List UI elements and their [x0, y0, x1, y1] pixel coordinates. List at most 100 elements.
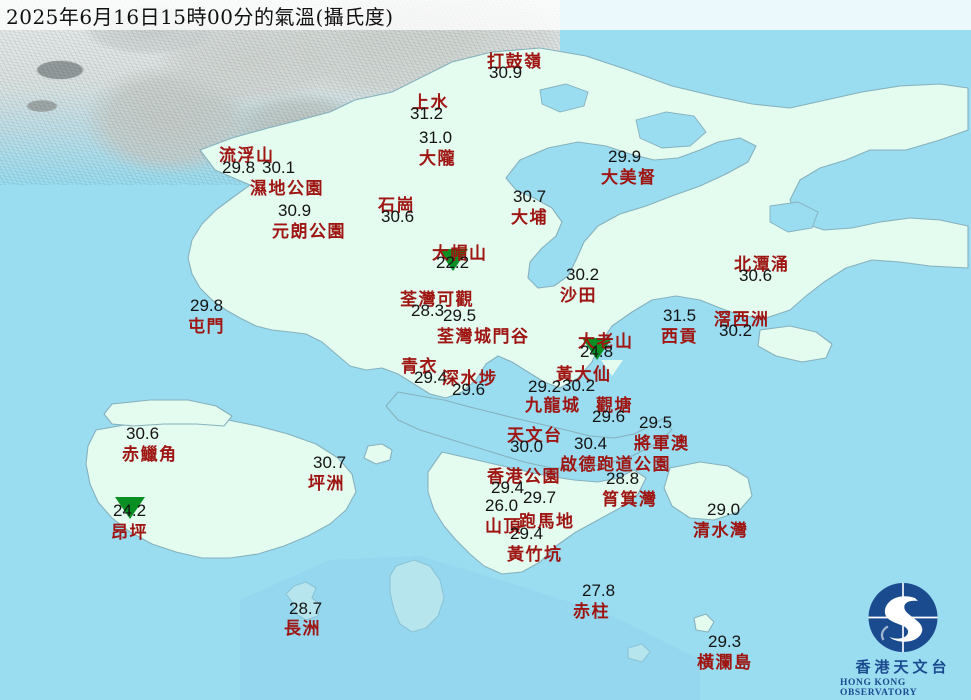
- station-name: 山頂: [485, 517, 522, 537]
- station-name: 黃竹坑: [507, 545, 563, 565]
- station-name: 石崗: [378, 196, 415, 216]
- station-temperature-value: 28.8: [606, 469, 640, 488]
- land-hong-kong-island: [427, 451, 647, 575]
- title-bar: 2025年6月16日15時00分的氣溫(攝氏度): [0, 0, 971, 30]
- observatory-emblem-icon: [868, 583, 938, 652]
- water-shading-south: [240, 556, 700, 700]
- station-name: 赤柱: [573, 602, 610, 622]
- station-temperature-value: 30.9: [489, 63, 523, 82]
- station-name: 上水: [412, 93, 449, 113]
- station-temperature-value: 29.8: [190, 296, 224, 315]
- station-name: 坪洲: [308, 474, 345, 494]
- hko-logo: 香港天文台 HONG KONG OBSERVATORY: [840, 580, 966, 698]
- station-name: 沙田: [560, 286, 597, 306]
- station-temperature-value: 30.1: [262, 158, 296, 177]
- station-name: 打鼓嶺: [487, 52, 543, 72]
- station-name: 昂坪: [111, 523, 148, 543]
- station-name: 滘西洲: [714, 310, 770, 330]
- station-min-marker-triangle: [438, 249, 479, 287]
- station-temperature-value: 27.8: [582, 581, 616, 600]
- station-temperature-value: 30.6: [126, 424, 160, 443]
- station-name: 屯門: [188, 317, 225, 337]
- station-temperature-value: 29.4: [491, 478, 525, 497]
- station-name: 九龍城: [525, 396, 581, 416]
- station-name: 荃灣可觀: [400, 290, 474, 310]
- station-temperature-value: 29.7: [523, 488, 557, 507]
- station-name: 西貢: [661, 327, 698, 347]
- station-temperature-value: 29.4: [414, 368, 448, 387]
- station-name: 北潭涌: [734, 255, 790, 275]
- station-temperature-value: 29.0: [707, 500, 741, 519]
- station-temperature-value: 30.7: [513, 187, 547, 206]
- station-temperature-value: 22.2: [436, 253, 470, 272]
- station-temperature-value: 29.3: [708, 632, 742, 651]
- station-temperature-value: 31.0: [419, 128, 453, 147]
- station-name: 大美督: [601, 168, 657, 188]
- station-name: 元朗公園: [272, 222, 346, 242]
- station-temperature-value: 30.7: [313, 453, 347, 472]
- station-temperature-value: 31.2: [410, 104, 444, 123]
- land-sai-kung-islands: [757, 325, 833, 363]
- station-min-marker-triangle: [115, 497, 156, 535]
- land-clearwater-bay-peninsula: [663, 461, 753, 521]
- station-name: 長洲: [284, 619, 321, 639]
- station-temperature-value: 30.2: [719, 321, 753, 340]
- logo-name-chinese: 香港天文台: [855, 658, 951, 676]
- water-plover-cove: [635, 111, 707, 149]
- station-temperature-value: 29.4: [510, 524, 544, 543]
- station-name: 深水埗: [442, 369, 498, 389]
- logo-name-english: HONG KONG OBSERVATORY: [840, 678, 918, 698]
- station-temperature-value: 30.4: [574, 434, 608, 453]
- station-name: 濕地公園: [250, 179, 324, 199]
- station-name: 啟德跑道公園: [560, 455, 671, 475]
- station-name: 大老山: [578, 332, 634, 352]
- station-temperature-value: 29.8: [222, 158, 256, 177]
- station-min-marker-inner: [134, 519, 156, 535]
- station-temperature-value: 29.5: [443, 306, 477, 325]
- station-temperature-value: 24.2: [113, 501, 147, 520]
- water-inner-bay: [539, 83, 589, 113]
- station-name: 大埔: [511, 208, 548, 228]
- station-temperature-value: 30.6: [381, 207, 415, 226]
- station-name: 黃大仙: [556, 365, 612, 385]
- station-name: 橫瀾島: [697, 653, 753, 673]
- station-temperature-value: 28.3: [411, 301, 445, 320]
- station-name: 觀塘: [596, 396, 633, 416]
- station-name: 赤鱲角: [122, 445, 178, 465]
- station-temperature-value: 29.9: [608, 147, 642, 166]
- station-min-marker-triangle: [582, 338, 623, 376]
- station-min-marker-inner: [457, 271, 479, 287]
- station-temperature-value: 31.5: [663, 306, 697, 325]
- station-min-marker-inner: [601, 360, 623, 376]
- station-name: 將軍澳: [634, 434, 690, 454]
- station-temperature-value: 29.6: [592, 407, 626, 426]
- land-chek-lap-kok: [103, 399, 233, 427]
- station-name: 跑馬地: [519, 512, 575, 532]
- station-temperature-value: 30.9: [278, 201, 312, 220]
- station-name: 天文台: [507, 426, 563, 446]
- station-temperature-value: 24.8: [580, 342, 614, 361]
- station-temperature-value: 29.6: [452, 380, 486, 399]
- station-temperature-value: 29.5: [639, 413, 673, 432]
- station-temperature-value: 26.0: [485, 496, 519, 515]
- land-peng-chau: [363, 443, 393, 465]
- station-name: 大帽山: [432, 244, 488, 264]
- station-temperature-value: 29.2: [528, 377, 562, 396]
- station-name: 筲箕灣: [602, 490, 658, 510]
- station-temperature-value: 30.2: [566, 265, 600, 284]
- station-temperature-value: 30.0: [510, 437, 544, 456]
- station-name: 流浮山: [219, 146, 275, 166]
- station-temperature-value: 28.7: [289, 599, 323, 618]
- station-name: 清水灣: [693, 521, 749, 541]
- station-temperature-value: 30.2: [562, 376, 596, 395]
- station-name: 大隴: [419, 149, 456, 169]
- station-name: 荃灣城門谷: [437, 327, 530, 347]
- station-name: 青衣: [401, 357, 438, 377]
- water-tolo-harbour: [505, 137, 757, 289]
- station-temperature-value: 30.6: [739, 266, 773, 285]
- station-name: 香港公園: [487, 467, 561, 487]
- page-title: 2025年6月16日15時00分的氣溫(攝氏度): [6, 4, 394, 29]
- land-waglan-island: [693, 613, 715, 633]
